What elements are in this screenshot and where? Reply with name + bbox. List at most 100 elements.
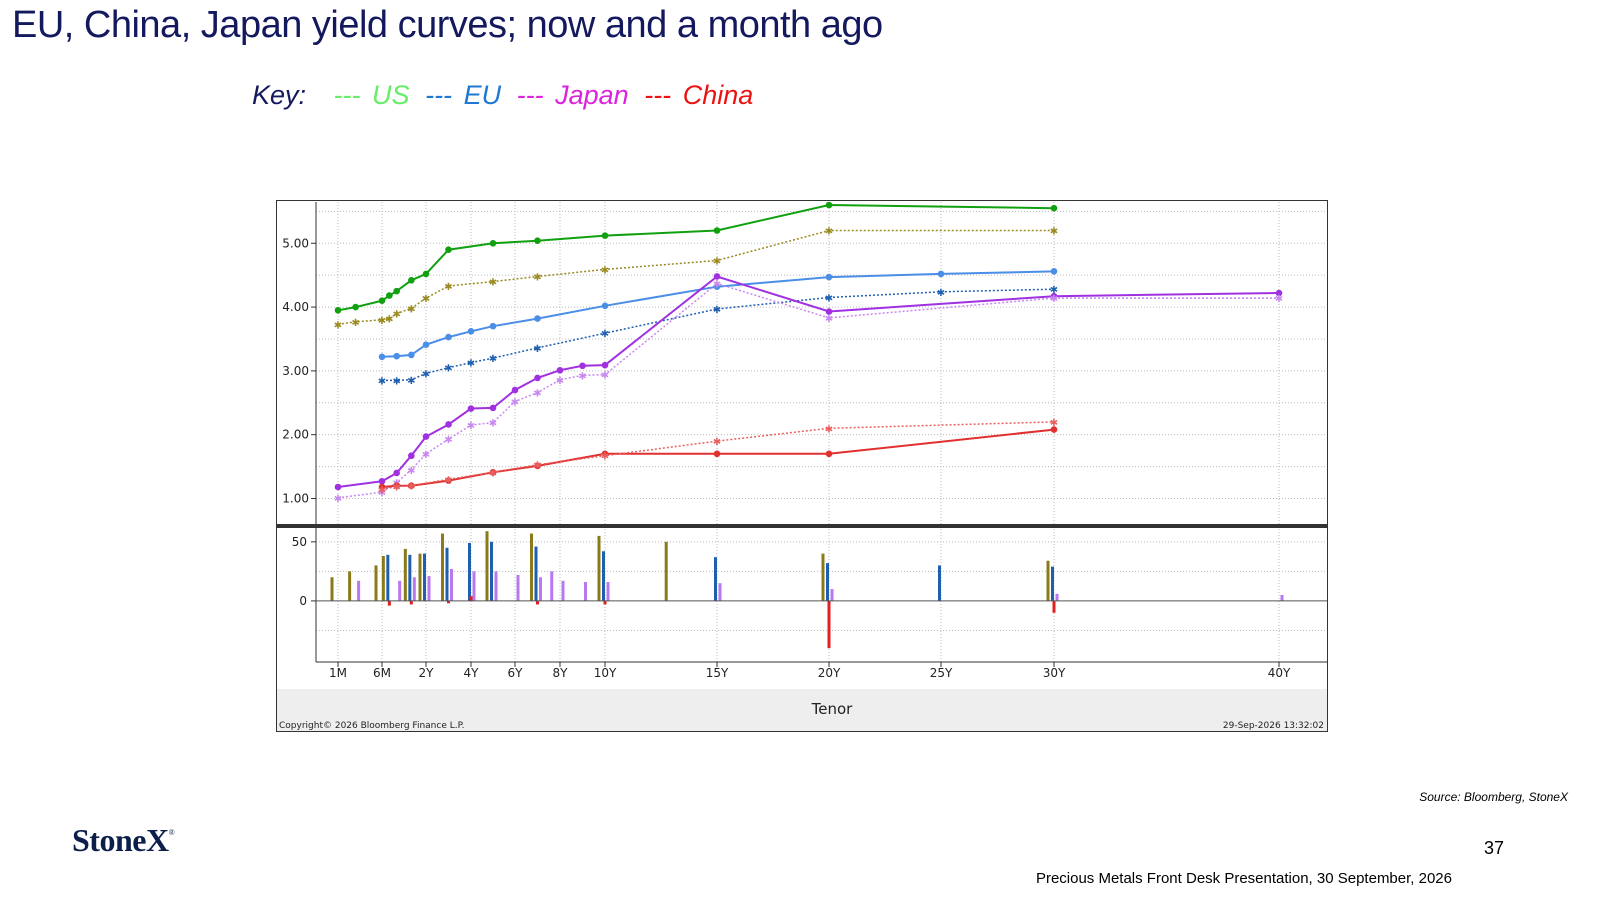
x-tick-label: 10Y — [594, 666, 617, 680]
chart-axes: 1M 6M 2Y 4Y 6Y 8Y 10Y 15Y 20Y 25Y 30Y 40Y 1.00 2.00 3.… — [277, 202, 1327, 680]
timestamp-text: 29-Sep-2026 13:32:02 — [1223, 721, 1324, 731]
data-point-eu_month_ago: ✱ — [378, 376, 386, 387]
data-point-japan_month_ago: ✱ — [407, 466, 415, 477]
page-number: 37 — [1483, 838, 1504, 858]
data-point-japan_now — [579, 362, 586, 370]
data-point-japan_now — [825, 308, 833, 315]
data-point-japan_now — [713, 273, 721, 280]
data-point-us_now — [825, 201, 833, 209]
key-dash-china: --- — [644, 80, 672, 110]
data-point-china_month_ago: ✱ — [1050, 418, 1058, 429]
data-point-japan_month_ago: ✱ — [422, 450, 430, 461]
key-name-us: US — [372, 80, 410, 110]
bar-japan — [450, 569, 453, 601]
bar-eu — [468, 543, 471, 601]
data-point-japan_month_ago: ✱ — [533, 389, 541, 400]
bar-china — [536, 600, 539, 605]
data-point-us_now — [1050, 204, 1058, 212]
y-tick-label-lower: 50 — [292, 535, 307, 549]
data-point-us_now — [386, 292, 393, 299]
bar-us — [441, 533, 444, 601]
data-point-us_month_ago: ✱ — [392, 309, 400, 320]
series-line-japan_month_ago — [337, 282, 1279, 499]
data-point-eu_month_ago: ✱ — [533, 344, 541, 355]
y-tick-label: 1.00 — [282, 491, 309, 505]
bar-eu — [408, 554, 412, 601]
data-point-eu_now — [467, 328, 475, 335]
data-point-eu_month_ago: ✱ — [392, 376, 400, 387]
data-point-japan_month_ago: ✱ — [713, 279, 721, 290]
data-point-eu_now — [601, 302, 609, 310]
x-tick-label: 25Y — [930, 666, 953, 680]
bar-china — [409, 600, 413, 605]
data-point-eu_now — [937, 270, 945, 278]
data-point-us_month_ago: ✱ — [351, 318, 359, 329]
key-item-us: --- US — [334, 80, 414, 110]
lower-panel — [330, 531, 1284, 649]
bar-eu — [714, 557, 717, 601]
data-point-us_month_ago: ✱ — [378, 316, 386, 327]
data-point-china_month_ago: ✱ — [713, 437, 721, 448]
bar-china — [387, 600, 391, 606]
data-point-eu_now — [713, 283, 721, 290]
data-point-japan_now — [534, 374, 541, 382]
bar-us — [664, 541, 668, 601]
bar-japan — [427, 576, 431, 601]
data-point-japan_now — [445, 421, 452, 428]
data-point-us_month_ago: ✱ — [407, 304, 415, 315]
key-item-japan: --- Japan — [517, 80, 633, 110]
data-point-us_now — [334, 306, 342, 314]
x-tick-label: 40Y — [1268, 666, 1291, 680]
data-point-eu_month_ago: ✱ — [601, 329, 609, 340]
data-point-eu_month_ago: ✱ — [489, 354, 497, 365]
data-point-japan_month_ago: ✱ — [578, 371, 586, 382]
data-point-us_month_ago: ✱ — [422, 294, 430, 305]
bar-us — [403, 548, 407, 601]
x-tick-label: 2Y — [419, 666, 435, 680]
data-point-us_month_ago: ✱ — [713, 257, 721, 268]
source-note: Source: Bloomberg, StoneX — [1419, 790, 1568, 804]
data-point-china_month_ago: ✱ — [378, 486, 386, 497]
y-tick-label: 4.00 — [282, 300, 309, 314]
upper-panel: ✱ ✱ ✱ ✱ ✱ ✱ ✱ ✱ ✱ ✱ ✱ ✱ ✱ ✱ ✱ ✱ ✱ ✱ ✱ ✱ ✱ ✱ ✱ ✱ ✱ ✱ ✱ ✱ ✱ ✱ ✱ ✱ ✱ ✱ ✱ ✱ ✱ ✱ ✱ ✱… — [334, 201, 1283, 505]
data-point-us_now — [393, 287, 400, 295]
data-point-china_month_ago: ✱ — [392, 482, 400, 493]
data-point-china_month_ago: ✱ — [533, 461, 541, 472]
logo-text: StoneX — [72, 822, 169, 858]
x-axis-label: Tenor — [811, 700, 854, 718]
data-point-china_now — [713, 450, 721, 458]
data-point-japan_now — [334, 483, 342, 491]
bar-china — [469, 596, 473, 601]
key-name-china: China — [682, 80, 754, 110]
data-point-china_month_ago: ✱ — [825, 424, 833, 435]
bar-us — [485, 531, 489, 601]
data-point-us_now — [489, 239, 497, 247]
data-point-japan_now — [393, 469, 400, 477]
bar-us — [374, 565, 378, 601]
data-point-us_now — [601, 232, 609, 239]
series-line-china_now — [381, 428, 1055, 488]
data-point-eu_now — [378, 353, 386, 361]
bar-china — [827, 600, 831, 649]
bar-us — [348, 571, 352, 601]
data-point-us_month_ago: ✱ — [825, 227, 833, 238]
x-tick-label: 20Y — [818, 666, 841, 680]
data-point-eu_month_ago: ✱ — [1050, 285, 1058, 296]
series-line-us_month_ago — [337, 229, 1054, 326]
data-point-us_month_ago: ✱ — [444, 282, 452, 293]
data-point-eu_month_ago: ✱ — [937, 288, 945, 299]
data-point-japan_now — [378, 477, 386, 485]
bar-japan — [830, 589, 834, 601]
key-dash-us: --- — [333, 80, 361, 110]
bar-china — [447, 600, 450, 604]
bar-us — [530, 533, 533, 601]
data-point-us_month_ago: ✱ — [533, 272, 541, 283]
data-point-japan_month_ago: ✱ — [825, 314, 833, 325]
bar-japan — [472, 571, 476, 601]
data-point-us_month_ago: ✱ — [601, 265, 609, 276]
y-tick-label: 2.00 — [282, 428, 309, 442]
data-point-eu_month_ago: ✱ — [407, 376, 415, 387]
data-point-japan_month_ago: ✱ — [334, 494, 342, 505]
key-name-japan: Japan — [555, 80, 629, 110]
data-point-china_now — [825, 450, 833, 458]
